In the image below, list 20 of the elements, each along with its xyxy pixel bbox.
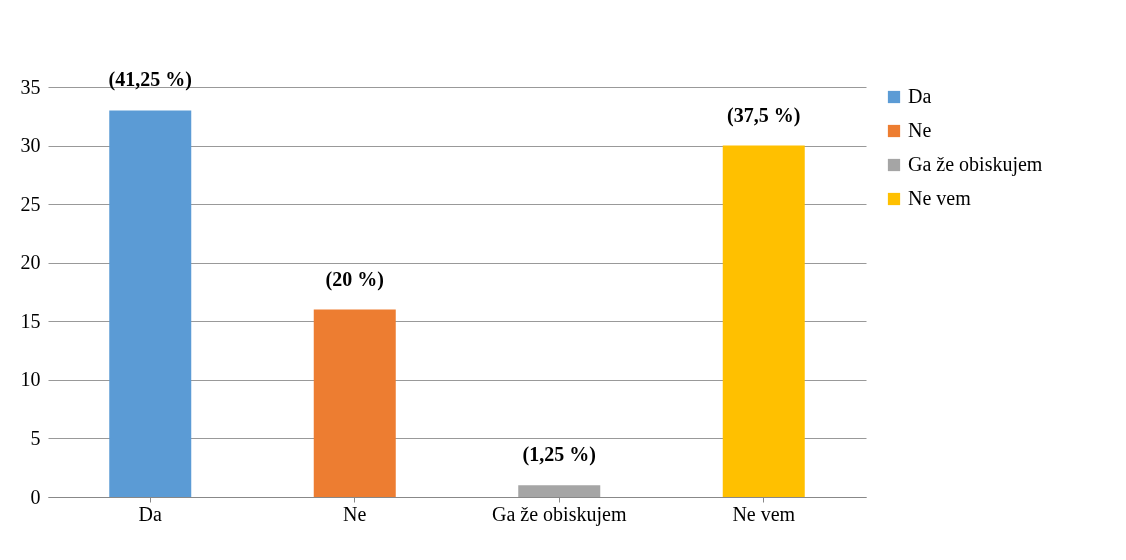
legend-label: Da (908, 85, 932, 107)
y-tick-label: 20 (20, 251, 41, 274)
y-tick-label: 30 (20, 134, 41, 157)
y-tick-label: 0 (30, 485, 41, 508)
y-tick-label: 25 (20, 192, 41, 215)
y-tick-label: 10 (20, 368, 41, 391)
y-tick-label: 5 (30, 426, 41, 449)
x-tick-label: Da (138, 502, 163, 525)
x-tick-label: Ne vem (732, 502, 796, 525)
legend-label: Ne vem (908, 187, 972, 209)
annotation: (41,25 %) (108, 68, 192, 92)
x-tick-label: Ne (343, 502, 367, 525)
y-tick-label: 35 (20, 75, 41, 98)
annotation: (37,5 %) (727, 103, 801, 127)
x-tick-label: Ga že obiskujem (492, 502, 627, 526)
annotation: (1,25 %) (522, 443, 596, 467)
legend-label: Ga že obiskujem (908, 153, 1043, 176)
annotation: (20 %) (325, 267, 384, 291)
legend-label: Ne (908, 119, 932, 141)
y-tick-label: 15 (20, 309, 41, 332)
